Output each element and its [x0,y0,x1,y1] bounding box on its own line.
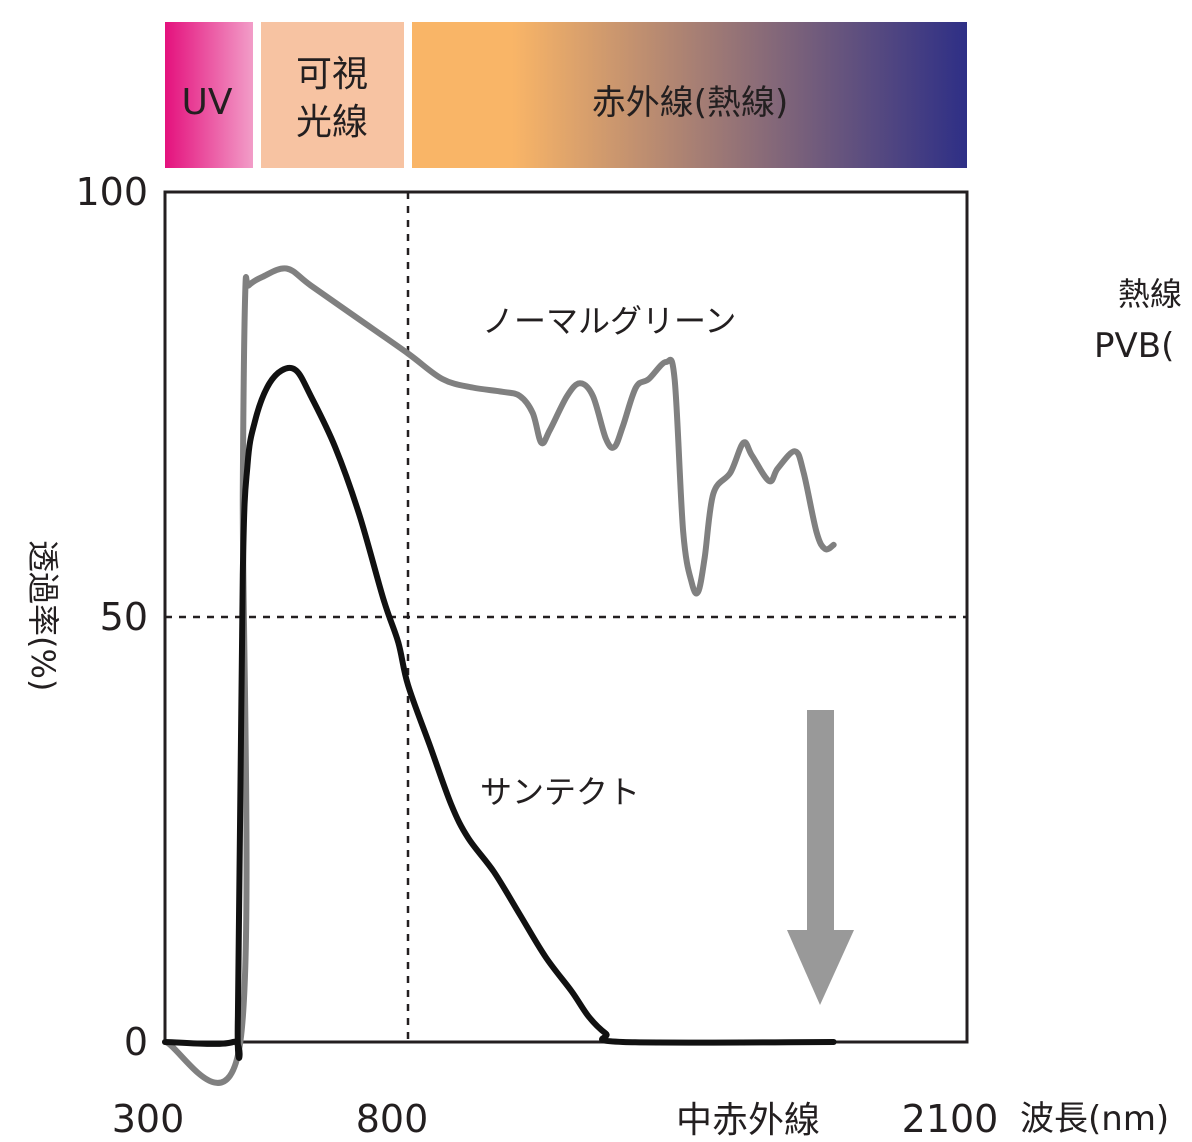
series-line-normal-green [162,265,837,1086]
y-axis-label: 透過率(%) [24,540,62,691]
x-tick-label: 2100 [902,1097,999,1141]
x-tick-label: 中赤外線 [676,1100,820,1141]
visible-band [261,22,404,168]
y-tick-label: 0 [124,1020,148,1064]
side-caption-line1: 熱線 [1118,275,1182,313]
x-axis-label: 波長(nm) [1020,1099,1169,1139]
y-tick-label: 50 [100,595,148,639]
down-arrow-icon [787,710,854,1005]
uv-band-label: UV [182,82,233,123]
visible-band-label-line2: 光線 [296,102,368,143]
visible-band-label-line1: 可視 [296,54,368,95]
side-caption-line2: PVB( [1094,326,1174,366]
x-tick-label: 800 [356,1097,429,1141]
y-tick-label: 100 [75,170,148,214]
uv-band [165,22,253,168]
series-line-suntect [162,364,837,1061]
series-label-suntect: サンテクト [480,773,640,811]
spectrum-band: UV 可視 光線 赤外線(熱線) [165,22,967,168]
infrared-band-label: 赤外線(熱線) [592,83,789,123]
x-tick-label: 300 [112,1097,185,1141]
infrared-band [412,22,967,168]
series-label-normal-green: ノーマルグリーン [482,302,736,340]
